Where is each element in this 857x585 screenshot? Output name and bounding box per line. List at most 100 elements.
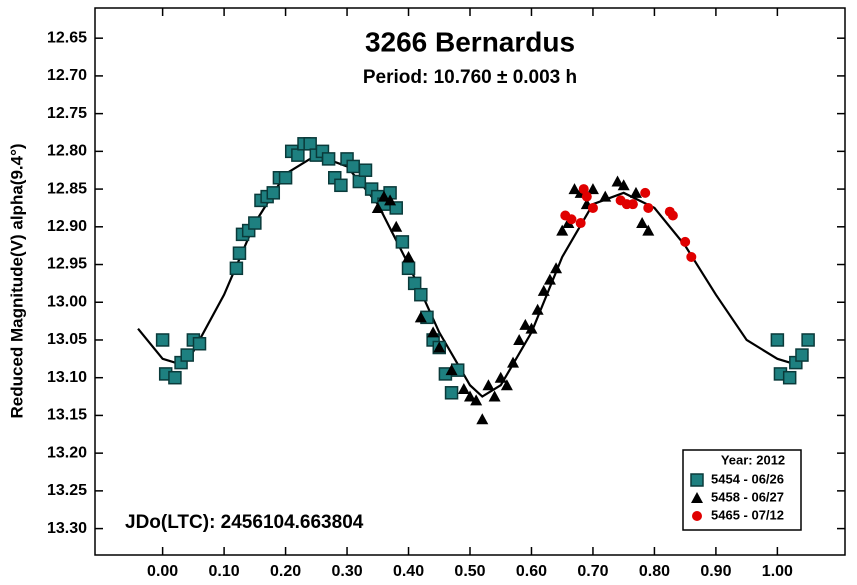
data-point: [494, 371, 507, 383]
data-point: [566, 214, 577, 225]
data-point: [575, 218, 586, 229]
data-point: [627, 199, 638, 210]
data-point: [470, 394, 483, 406]
data-point: [358, 163, 373, 177]
legend-marker: [691, 492, 703, 503]
y-axis-label: Reduced Magnitude(V) alpha(9.4°): [7, 143, 26, 418]
data-point: [507, 356, 520, 368]
data-point: [266, 186, 281, 200]
data-point: [414, 287, 428, 302]
data-point: [795, 348, 809, 362]
data-point: [433, 341, 446, 353]
data-point: [346, 159, 360, 174]
x-tick-label: 0.40: [393, 563, 424, 580]
data-point: [629, 186, 642, 198]
data-point: [686, 251, 697, 262]
y-tick-label: 12.90: [47, 218, 87, 235]
legend-box: [682, 449, 802, 531]
data-point: [384, 194, 397, 206]
y-tick-label: 13.20: [47, 444, 87, 461]
y-tick-label: 12.80: [47, 143, 87, 160]
data-point: [519, 318, 532, 330]
data-point: [513, 333, 526, 345]
legend-label: 5454 - 06/26: [711, 471, 784, 486]
data-point: [371, 201, 384, 213]
x-tick-label: 0.10: [209, 563, 240, 580]
data-point: [414, 311, 427, 323]
legend-label: 5465 - 07/12: [711, 507, 784, 522]
data-point: [587, 202, 598, 213]
data-point: [482, 379, 495, 391]
chart-title: 3266 Bernardus: [365, 26, 575, 57]
data-point: [642, 224, 655, 236]
data-point: [488, 390, 501, 402]
data-point: [444, 386, 459, 400]
data-point: [402, 250, 415, 262]
data-point: [636, 217, 649, 229]
data-point: [782, 370, 797, 385]
data-point: [407, 276, 422, 291]
x-tick-label: 1.00: [762, 563, 793, 580]
fit-curve: [137, 153, 809, 398]
x-tick-label: 0.50: [454, 563, 485, 580]
data-point: [232, 246, 247, 260]
data-point: [500, 379, 513, 391]
annotation: JDo(LTC): 2456104.663804: [125, 512, 364, 533]
data-point: [680, 236, 691, 247]
data-point: [278, 171, 293, 185]
data-point: [155, 333, 170, 347]
y-tick-label: 13.15: [47, 407, 87, 424]
y-tick-label: 13.25: [47, 482, 87, 499]
data-point: [525, 322, 538, 334]
data-point: [531, 303, 544, 315]
data-point: [578, 184, 589, 195]
x-tick-label: 0.20: [270, 563, 301, 580]
data-point: [643, 202, 654, 213]
y-tick-label: 13.10: [47, 369, 87, 386]
data-point: [457, 383, 470, 395]
y-tick-label: 12.95: [47, 256, 87, 273]
data-point: [445, 364, 458, 376]
y-tick-label: 12.85: [47, 180, 87, 197]
data-point: [321, 152, 336, 166]
data-point: [586, 183, 599, 195]
y-tick-label: 13.00: [47, 293, 87, 310]
data-point: [291, 148, 305, 162]
x-tick-label: 0.70: [577, 563, 608, 580]
data-point: [180, 348, 194, 362]
data-point: [427, 326, 440, 338]
data-point: [248, 216, 262, 230]
data-point: [667, 210, 678, 221]
data-point: [303, 137, 317, 151]
legend-title: Year: 2012: [721, 452, 785, 467]
data-point: [390, 220, 403, 232]
data-point: [377, 190, 390, 202]
data-point: [617, 179, 630, 191]
data-point: [581, 191, 592, 202]
y-tick-label: 13.05: [47, 331, 87, 348]
data-point: [401, 261, 416, 276]
data-point: [352, 174, 367, 189]
data-point: [543, 273, 556, 285]
y-tick-label: 12.75: [47, 105, 87, 122]
x-tick-label: 0.00: [147, 563, 178, 580]
data-point: [640, 187, 651, 198]
y-tick-label: 12.65: [47, 29, 87, 46]
legend-marker: [692, 511, 702, 521]
data-point: [568, 183, 581, 195]
data-point: [537, 284, 550, 296]
data-point: [168, 370, 182, 385]
data-point: [599, 190, 612, 202]
data-point: [556, 224, 569, 236]
x-tick-label: 0.90: [700, 563, 731, 580]
data-point: [334, 178, 348, 193]
data-point: [770, 333, 785, 347]
chart-subtitle: Period: 10.760 ± 0.003 h: [363, 67, 577, 88]
data-point: [801, 333, 815, 347]
data-point: [192, 336, 207, 351]
data-point: [464, 390, 476, 402]
data-point: [611, 175, 624, 187]
y-tick-label: 13.30: [47, 520, 87, 537]
x-tick-label: 0.80: [639, 563, 670, 580]
